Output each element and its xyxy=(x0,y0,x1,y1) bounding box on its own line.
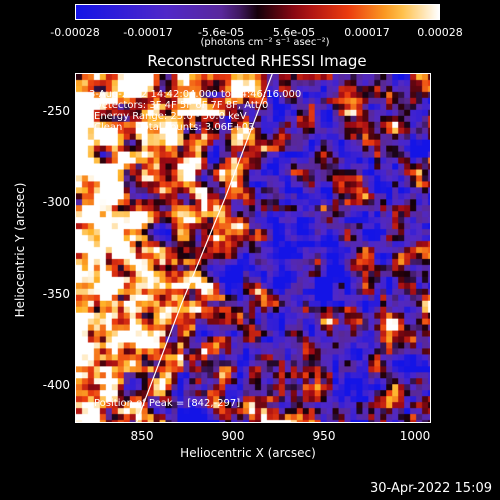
colorbar-tick: 0.00017 xyxy=(344,26,390,39)
annotation-time-range: 3-Aug-2002 14:42:04.000 to 14:46:16.000 xyxy=(89,89,302,100)
x-tick-label: 950 xyxy=(312,429,336,443)
annotation-detectors: Detectors: 3F 4F 5F 6F 7F 8F, Att 0 xyxy=(94,100,269,111)
colorbar-units: (photons cm⁻² s⁻¹ asec⁻²) xyxy=(200,37,330,48)
y-tick-label: -250 xyxy=(42,104,70,118)
heatmap-image xyxy=(76,74,430,422)
footer-timestamp: 30-Apr-2022 15:09 xyxy=(370,481,492,496)
x-tick-label: 900 xyxy=(221,429,245,443)
colorbar-tick: 0.00028 xyxy=(417,26,463,39)
y-tick-label: -300 xyxy=(42,195,70,209)
y-tick-label: -350 xyxy=(42,287,70,301)
y-axis-label: Heliocentric Y (arcsec) xyxy=(13,182,27,318)
colorbar xyxy=(75,4,440,20)
annotation-clean: Clean Total counts: 3.06E+03 xyxy=(94,122,255,133)
solar-limb-line xyxy=(136,74,273,422)
y-tick-label: -400 xyxy=(42,378,70,392)
annotation-peak: Position of Peak = [842,-297] xyxy=(94,398,241,409)
colorbar-tick: -5.6e-05 xyxy=(197,26,245,39)
colorbar-tick: -0.00017 xyxy=(123,26,173,39)
x-tick-label: 850 xyxy=(130,429,154,443)
plot-overlay xyxy=(136,74,273,422)
annotation-energy: Energy Range: 25.0 - 50.0 keV xyxy=(94,111,247,122)
plot-title: Reconstructed RHESSI Image xyxy=(147,52,367,70)
plot-area: 3-Aug-2002 14:42:04.000 to 14:46:16.000 … xyxy=(75,73,431,423)
x-axis-label: Heliocentric X (arcsec) xyxy=(180,446,316,460)
x-tick-label: 1000 xyxy=(399,429,431,443)
colorbar-tick: 5.6e-05 xyxy=(272,26,316,39)
colorbar-tick: -0.00028 xyxy=(50,26,100,39)
